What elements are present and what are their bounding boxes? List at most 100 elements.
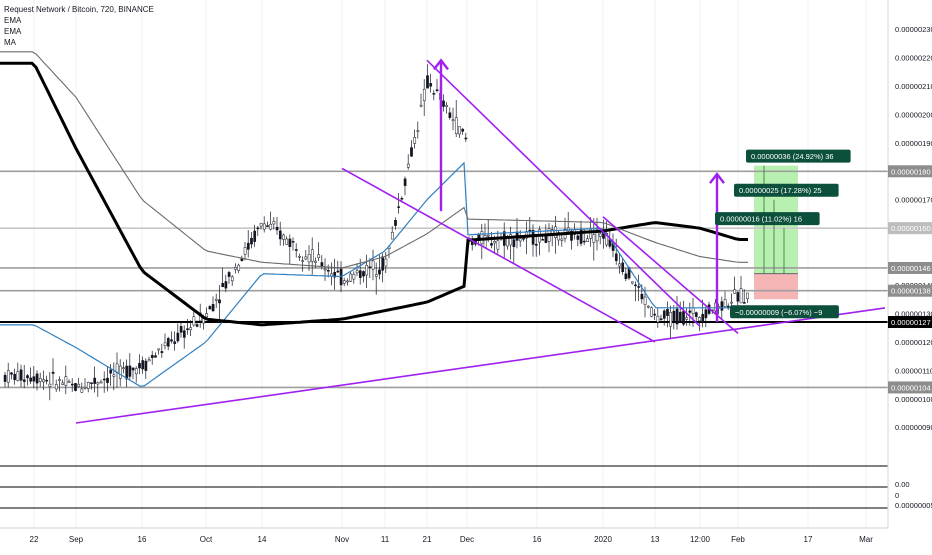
candle-body-215 [691, 307, 695, 314]
price-tick-8: 0.00000120 [895, 338, 932, 347]
candle-body-137 [442, 100, 445, 107]
price-tick-0: 0.00000230 [895, 25, 932, 34]
level-tag-0 [888, 165, 932, 178]
level-tag-2 [888, 261, 932, 274]
candle-body-88 [285, 238, 289, 245]
symbol-title[interactable]: Request Network / Bitcoin, 720, BINANCE [4, 5, 154, 14]
candle-body-201 [646, 305, 650, 308]
candle-body-73 [237, 264, 241, 271]
time-tick-5: Nov [335, 535, 349, 544]
candle-body-54 [176, 332, 180, 342]
candle-body-232 [746, 292, 749, 299]
candle-body-55 [179, 326, 183, 333]
price-tick-2: 0.00000210 [895, 82, 932, 91]
candle-body-70 [227, 272, 231, 277]
candle-body-69 [224, 281, 228, 289]
time-tick-14: 17 [804, 535, 813, 544]
candle-body-125 [403, 178, 407, 186]
indicator-label-ema-1[interactable]: EMA [4, 16, 22, 25]
candle-body-75 [243, 247, 247, 255]
target-tags: 0.00000036 (24.92%) 36 0.00000025 (17.28%… [715, 149, 851, 319]
candle-body-229 [736, 292, 740, 302]
lower-pane-tick-2: 0 [895, 491, 899, 500]
candle-body-101 [326, 270, 330, 272]
candle-body-184 [592, 234, 596, 243]
candle-body-71 [230, 276, 234, 282]
candle-body-174 [560, 238, 564, 241]
candle-body-20 [67, 381, 71, 383]
candle-body-133 [429, 83, 433, 87]
candle-body-43 [141, 360, 145, 370]
candle-body-138 [445, 105, 449, 108]
candle-body-97 [314, 260, 317, 263]
candle-body-131 [422, 88, 426, 101]
candle-body-26 [86, 382, 90, 389]
candle-body-78 [253, 230, 257, 242]
candle-body-50 [163, 342, 167, 346]
candle-body-142 [458, 126, 461, 135]
arrow-head-0 [433, 58, 449, 71]
candle-body-159 [512, 239, 516, 247]
candle-body-112 [362, 271, 365, 277]
candle-body-77 [250, 237, 253, 245]
candle-body-53 [173, 341, 177, 344]
candle-body-182 [586, 238, 589, 242]
time-axis[interactable]: 22 Sep 16 Oct 14 Nov 11 21 Dec 16 2020 13 12:00 Feb 17… [30, 535, 874, 544]
time-tick-9: 16 [533, 535, 542, 544]
trendline-1 [341, 167, 656, 343]
candle-body-192 [618, 263, 621, 267]
candle-body-56 [182, 330, 186, 338]
candle-body-124 [400, 197, 404, 200]
indicator-label-ema-2[interactable]: EMA [4, 27, 22, 36]
level-tag-4 [888, 316, 932, 329]
candle-body-154 [496, 240, 500, 250]
candle-body-172 [554, 226, 557, 239]
candle-body-217 [698, 317, 701, 322]
candle-body-208 [669, 312, 673, 327]
candle-body-4 [16, 371, 20, 381]
indicator-label-ma[interactable]: MA [4, 38, 16, 47]
price-tick-11: 0.00000090 [895, 423, 932, 432]
level-tag-label-4: 0.00000127 [891, 318, 931, 327]
time-tick-3: Oct [200, 535, 213, 544]
candle-body-143 [461, 128, 465, 132]
candle-body-39 [128, 365, 132, 377]
candle-body-64 [208, 306, 212, 310]
time-tick-13: Feb [731, 535, 745, 544]
time-tick-6: 11 [381, 535, 390, 544]
candle-body-149 [480, 231, 484, 245]
candle-body-92 [298, 256, 301, 258]
target-tag-label-1: 0.00000025 (17.28%) 25 [739, 186, 822, 195]
ma-line-ma [0, 51, 748, 269]
candle-body-119 [384, 258, 388, 267]
level-tag-5 [888, 381, 932, 394]
candle-body-17 [58, 379, 61, 381]
candle-body-117 [378, 269, 381, 275]
candle-body-121 [390, 232, 394, 240]
candle-body-134 [432, 93, 436, 95]
candle-body-166 [534, 243, 538, 246]
chart-legend: Request Network / Bitcoin, 720, BINANCE … [4, 4, 154, 48]
candle-body-228 [733, 289, 737, 294]
price-axis[interactable]: 0.00000230 0.00000220 0.00000210 0.00000200… [887, 0, 932, 528]
candle-body-132 [426, 75, 429, 89]
candle-body-10 [35, 373, 39, 384]
candle-body-44 [144, 360, 148, 371]
candle-body-173 [557, 232, 561, 241]
trendline-2 [426, 59, 701, 327]
candle-body-193 [621, 262, 625, 273]
candle-body-204 [656, 315, 660, 323]
candle-body-211 [678, 311, 682, 322]
lower-pane-tick-1: 0.00000005 [895, 501, 932, 510]
candle-body-116 [374, 274, 378, 277]
candle-body-179 [576, 235, 580, 240]
candle-body-34 [112, 374, 116, 377]
target-tag-2 [715, 212, 820, 226]
candle-body-181 [582, 240, 586, 243]
candle-body-224 [720, 301, 724, 311]
candle-body-48 [157, 348, 161, 351]
candle-body-191 [614, 253, 618, 261]
candle-body-210 [675, 308, 679, 325]
